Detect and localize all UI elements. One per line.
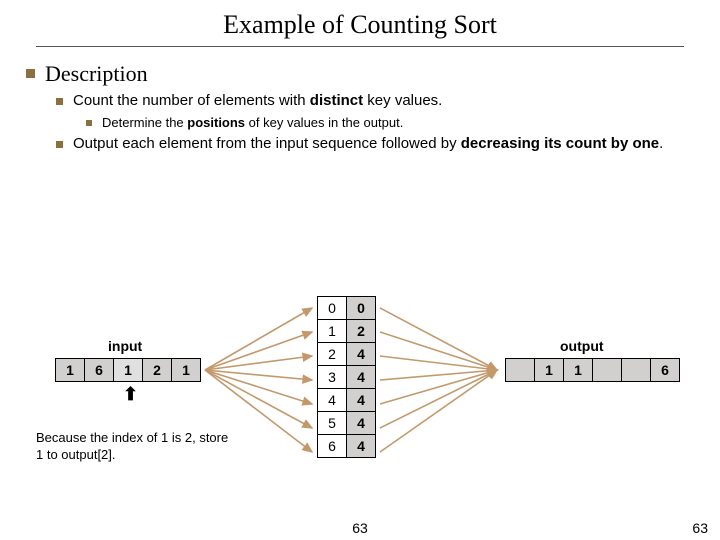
array-cell: 2 xyxy=(142,358,172,382)
input-label: input xyxy=(108,338,142,354)
bullet-l2a: Count the number of elements with distin… xyxy=(56,91,694,111)
page-title: Example of Counting Sort xyxy=(36,0,684,47)
output-array: 11 6 xyxy=(505,358,680,382)
table-key-cell: 4 xyxy=(317,388,347,412)
bullet-l3: Determine the positions of key values in… xyxy=(86,115,694,130)
diagram: input 16121 ⬆ 00122434445464 output 116 … xyxy=(0,290,720,520)
bullet-content: Description Count the number of elements… xyxy=(0,47,720,153)
bullet-icon xyxy=(56,141,63,148)
array-cell: 1 xyxy=(171,358,201,382)
table-count-cell: 4 xyxy=(346,365,376,389)
table-key-cell: 5 xyxy=(317,411,347,435)
table-key-cell: 6 xyxy=(317,434,347,458)
table-count-cell: 0 xyxy=(346,296,376,320)
text: Determine the xyxy=(102,115,187,130)
table-key-cell: 2 xyxy=(317,342,347,366)
page-number-right: 63 xyxy=(692,520,708,536)
table-count-cell: 2 xyxy=(346,319,376,343)
count-table: 00122434445464 xyxy=(317,296,376,458)
text: Output each element from the input seque… xyxy=(73,135,461,152)
text-bold: distinct xyxy=(310,92,363,109)
bullet-l2b: Output each element from the input seque… xyxy=(56,134,694,154)
bullet-l3-text: Determine the positions of key values in… xyxy=(102,115,403,130)
array-cell: 1 xyxy=(113,358,143,382)
bullet-icon xyxy=(86,120,92,126)
text-bold: positions xyxy=(187,115,245,130)
bullet-icon xyxy=(56,98,63,105)
table-count-cell: 4 xyxy=(346,388,376,412)
array-cell xyxy=(621,358,651,382)
array-cell: 1 xyxy=(563,358,593,382)
text: . xyxy=(659,135,663,152)
bullet-icon xyxy=(26,69,35,78)
text: of key values in the output. xyxy=(245,115,403,130)
text: key values. xyxy=(363,92,442,109)
bullet-l1: Description xyxy=(26,61,694,87)
output-label: output xyxy=(560,338,604,354)
array-cell xyxy=(592,358,622,382)
table-key-cell: 3 xyxy=(317,365,347,389)
table-count-cell: 4 xyxy=(346,411,376,435)
caption-text: Because the index of 1 is 2, store 1 to … xyxy=(36,430,236,464)
page-number-center: 63 xyxy=(0,520,720,536)
array-cell: 6 xyxy=(84,358,114,382)
table-key-cell: 1 xyxy=(317,319,347,343)
text-bold: decreasing its count by one xyxy=(461,135,659,152)
array-cell: 6 xyxy=(650,358,680,382)
text: Count the number of elements with xyxy=(73,92,310,109)
bullet-l1-text: Description xyxy=(45,61,148,87)
pointer-icon: ⬆ xyxy=(123,384,138,405)
array-cell: 1 xyxy=(534,358,564,382)
bullet-l2b-text: Output each element from the input seque… xyxy=(73,134,663,154)
array-cell: 1 xyxy=(55,358,85,382)
bullet-l2a-text: Count the number of elements with distin… xyxy=(73,91,442,111)
array-cell xyxy=(505,358,535,382)
table-count-cell: 4 xyxy=(346,342,376,366)
table-count-cell: 4 xyxy=(346,434,376,458)
input-array: 16121 xyxy=(55,358,201,382)
table-key-cell: 0 xyxy=(317,296,347,320)
